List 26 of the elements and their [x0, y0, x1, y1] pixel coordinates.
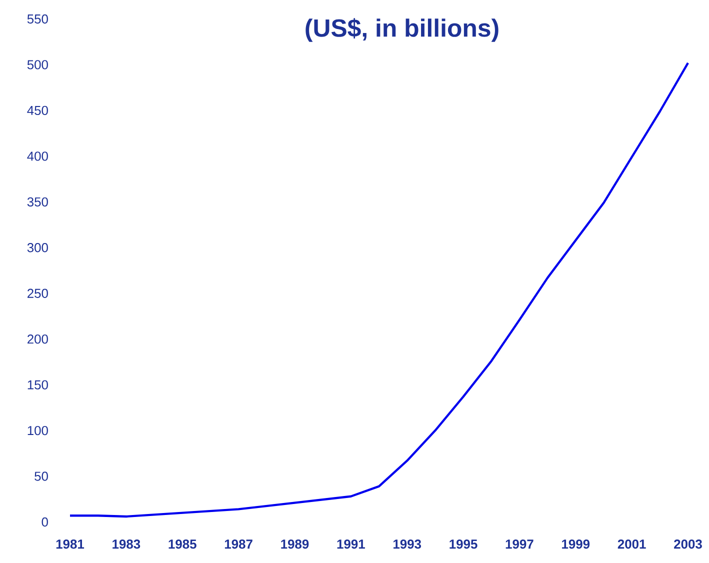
- y-tick-label: 200: [28, 334, 48, 344]
- y-tick-label: 100: [28, 426, 48, 436]
- x-tick-label: 1989: [281, 540, 309, 549]
- x-tick-label: 2001: [618, 540, 646, 549]
- x-tick-label: 1981: [56, 540, 84, 549]
- x-tick-label: 1985: [168, 540, 196, 549]
- x-tick-label: 1995: [450, 540, 478, 549]
- line-series: [68, 62, 690, 518]
- y-tick-label: 500: [27, 60, 48, 70]
- y-tick-label: 300: [27, 243, 48, 252]
- x-tick-label: 1987: [224, 540, 252, 549]
- y-tick-label: 550: [27, 14, 48, 24]
- y-tick-label: 400: [27, 152, 48, 161]
- x-tick-label: 1993: [394, 540, 422, 549]
- chart-title: (US$, in billions): [306, 18, 498, 42]
- y-tick-label: 450: [27, 106, 48, 116]
- y-tick-label: 150: [28, 380, 48, 390]
- y-tick-label: 250: [28, 288, 48, 298]
- x-tick-label: 1983: [112, 540, 140, 549]
- x-tick-label: 2003: [674, 540, 702, 549]
- y-tick-label: 50: [34, 472, 48, 481]
- x-tick-label: 1991: [337, 540, 365, 549]
- y-tick-label: 0: [42, 517, 48, 527]
- x-tick-label: 1999: [562, 540, 590, 549]
- x-tick-label: 1997: [506, 540, 534, 549]
- y-tick-label: 350: [27, 197, 48, 206]
